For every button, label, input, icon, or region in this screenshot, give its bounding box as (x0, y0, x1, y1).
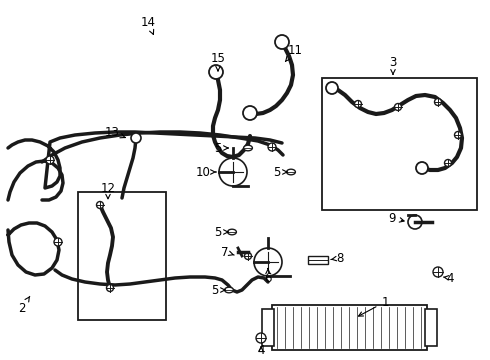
Circle shape (219, 158, 247, 186)
Bar (272, 305, 427, 350)
Bar (322, 78, 477, 210)
Text: 5: 5 (214, 141, 228, 154)
Text: 8: 8 (331, 252, 343, 265)
Text: 5: 5 (211, 284, 225, 297)
Circle shape (131, 133, 141, 143)
Text: 1: 1 (359, 296, 389, 316)
Circle shape (394, 104, 401, 111)
Circle shape (455, 131, 462, 139)
Ellipse shape (227, 229, 236, 235)
Circle shape (106, 284, 114, 292)
Ellipse shape (224, 287, 233, 293)
Text: 12: 12 (100, 181, 116, 199)
Circle shape (209, 65, 223, 79)
Circle shape (97, 202, 103, 208)
Text: 10: 10 (196, 166, 216, 179)
Circle shape (435, 99, 441, 105)
Circle shape (245, 252, 251, 260)
Circle shape (354, 100, 362, 108)
Circle shape (444, 159, 451, 166)
Text: 14: 14 (141, 15, 155, 35)
Text: 4: 4 (257, 343, 265, 356)
Text: 4: 4 (443, 271, 454, 284)
Text: 2: 2 (18, 296, 30, 315)
Circle shape (243, 106, 257, 120)
Circle shape (433, 267, 443, 277)
Bar (308, 256, 328, 264)
Circle shape (408, 215, 422, 229)
Text: 5: 5 (214, 225, 228, 238)
Circle shape (326, 82, 338, 94)
Text: 13: 13 (104, 126, 125, 139)
Circle shape (275, 35, 289, 49)
Circle shape (256, 333, 266, 343)
Bar (425, 309, 437, 346)
Text: 11: 11 (285, 44, 302, 62)
Ellipse shape (287, 169, 295, 175)
Text: 7: 7 (221, 246, 234, 258)
Text: 3: 3 (390, 55, 397, 74)
Text: 9: 9 (388, 211, 404, 225)
Circle shape (46, 156, 54, 164)
Text: 15: 15 (211, 51, 225, 71)
Circle shape (268, 143, 276, 151)
Circle shape (54, 238, 62, 246)
Text: 6: 6 (264, 269, 272, 284)
Circle shape (254, 248, 282, 276)
Ellipse shape (244, 145, 252, 151)
Bar (262, 309, 274, 346)
Text: 5: 5 (273, 166, 287, 179)
Circle shape (416, 162, 428, 174)
Bar (78, 192, 166, 320)
